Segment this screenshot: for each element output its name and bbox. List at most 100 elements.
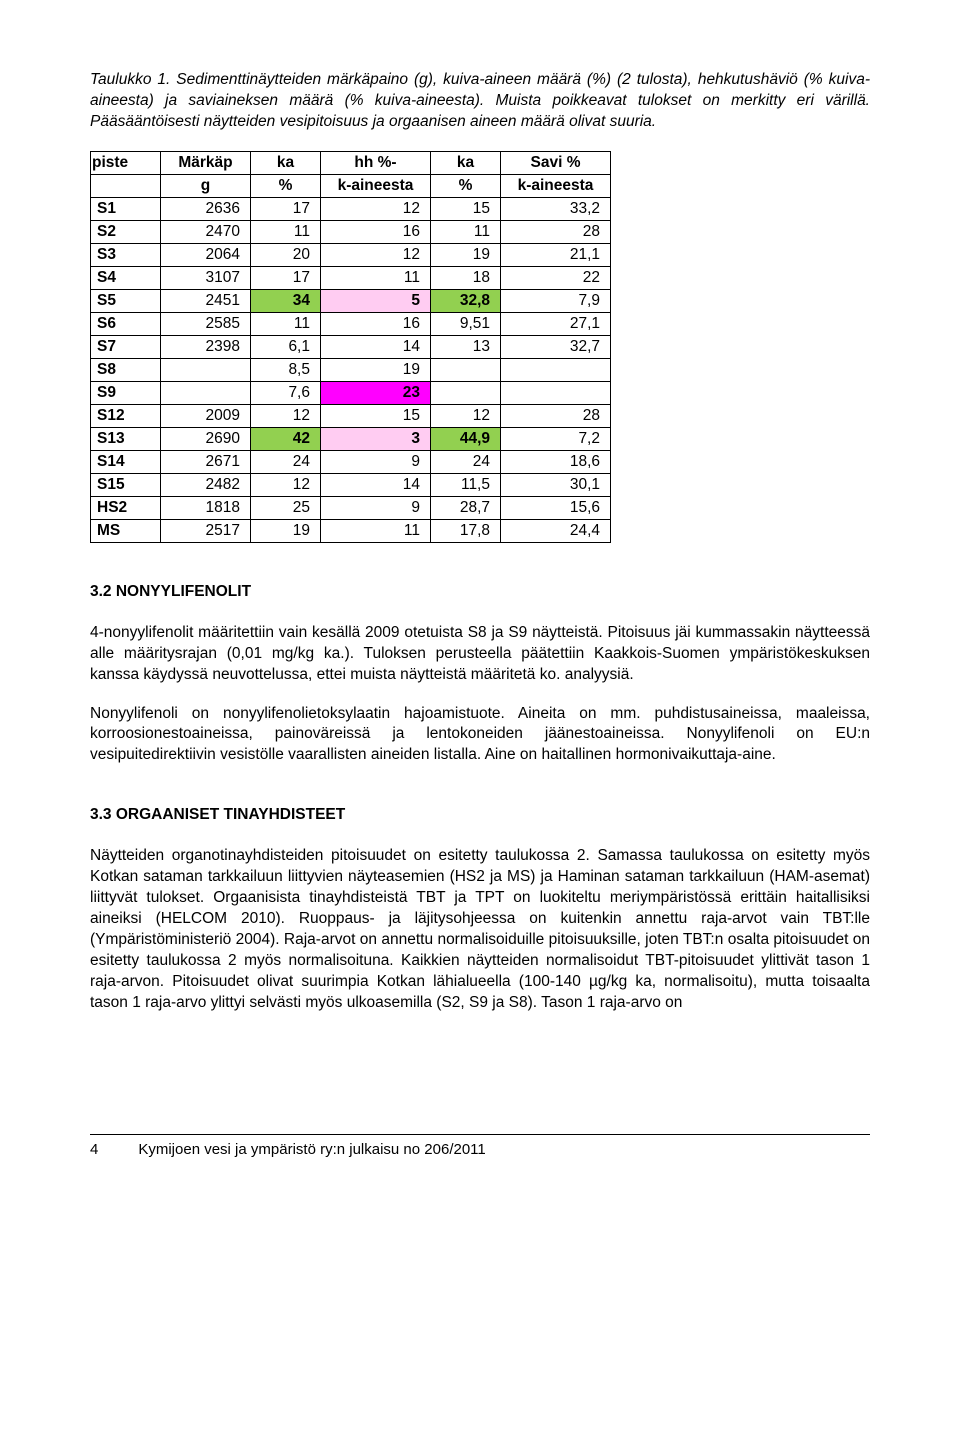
section-3-2-p1: 4-nonyylifenolit määritettiin vain kesäl… [90, 623, 870, 686]
table-cell: 11 [251, 312, 321, 335]
table-cell: S4 [91, 266, 161, 289]
table-cell: S3 [91, 243, 161, 266]
table-cell: 44,9 [431, 427, 501, 450]
page-footer: 4 Kymijoen vesi ja ympäristö ry:n julkai… [90, 1134, 870, 1158]
document-page: Taulukko 1. Sedimenttinäytteiden märkäpa… [0, 0, 960, 1208]
table-cell: 9 [321, 496, 431, 519]
table-cell: 2585 [161, 312, 251, 335]
table-row: S88,519 [91, 358, 611, 381]
table-cell: S12 [91, 404, 161, 427]
table-cell: 17 [251, 197, 321, 220]
table-cell: 17,8 [431, 519, 501, 542]
table-cell: 9,51 [431, 312, 501, 335]
table-cell: 14 [321, 473, 431, 496]
table-row: HS2181825928,715,6 [91, 496, 611, 519]
section-3-3-p1: Näytteiden organotinayhdisteiden pitoisu… [90, 846, 870, 1013]
table-cell: 8,5 [251, 358, 321, 381]
table-cell: 12 [431, 404, 501, 427]
table-cell: 2398 [161, 335, 251, 358]
table-header-bottom: g [161, 174, 251, 197]
section-3-2-title: 3.2 NONYYLIFENOLIT [90, 583, 870, 601]
table-cell: S13 [91, 427, 161, 450]
table-cell: 2517 [161, 519, 251, 542]
table-cell: 20 [251, 243, 321, 266]
section-3-3-title: 3.3 ORGAANISET TINAYHDISTEET [90, 806, 870, 824]
table-cell: 17 [251, 266, 321, 289]
table-cell: 27,1 [501, 312, 611, 335]
table-cell: 2064 [161, 243, 251, 266]
table-header-top: Savi % [501, 151, 611, 174]
table-cell: 23 [321, 381, 431, 404]
table-cell: 25 [251, 496, 321, 519]
table-row: S97,623 [91, 381, 611, 404]
table-row: S723986,1141332,7 [91, 335, 611, 358]
table-cell [501, 381, 611, 404]
table-cell [501, 358, 611, 381]
table-cell: 3 [321, 427, 431, 450]
table-cell: 11 [431, 220, 501, 243]
table-cell: 13 [431, 335, 501, 358]
table-cell: 2671 [161, 450, 251, 473]
table-header-top: ka [251, 151, 321, 174]
table-cell: 34 [251, 289, 321, 312]
table-cell: 2470 [161, 220, 251, 243]
table-cell: 32,8 [431, 289, 501, 312]
table-row: S4310717111822 [91, 266, 611, 289]
table-cell: 11 [321, 266, 431, 289]
table-cell: S14 [91, 450, 161, 473]
table-cell: 19 [321, 358, 431, 381]
table-cell: 12 [321, 197, 431, 220]
table-row: S1263617121533,2 [91, 197, 611, 220]
table-cell: S1 [91, 197, 161, 220]
caption-line-1: Taulukko 1. Sedimenttinäytteiden märkäpa… [90, 71, 870, 109]
table-cell: 16 [321, 220, 431, 243]
table-cell: 18,6 [501, 450, 611, 473]
table-cell: 12 [251, 404, 321, 427]
table-cell: 22 [501, 266, 611, 289]
table-cell: 11 [251, 220, 321, 243]
table-cell: 33,2 [501, 197, 611, 220]
table-row: S13269042344,97,2 [91, 427, 611, 450]
table-row: S3206420121921,1 [91, 243, 611, 266]
table-header-top: ka [431, 151, 501, 174]
table-cell: MS [91, 519, 161, 542]
table-row: S12200912151228 [91, 404, 611, 427]
table-header-bottom: k-aineesta [501, 174, 611, 197]
table-header-bottom: % [431, 174, 501, 197]
table-row: S6258511169,5127,1 [91, 312, 611, 335]
table-cell: S5 [91, 289, 161, 312]
table-cell: 12 [321, 243, 431, 266]
caption-line-2: Pääsääntöisesti näytteiden vesipitoisuus… [90, 113, 656, 130]
table-header-bottom: k-aineesta [321, 174, 431, 197]
table-cell: 15 [431, 197, 501, 220]
table-header-bottom: % [251, 174, 321, 197]
table-cell: 2636 [161, 197, 251, 220]
table-cell [161, 381, 251, 404]
table-cell: 1818 [161, 496, 251, 519]
table-header-top: piste [91, 151, 161, 174]
table-row: S1426712492418,6 [91, 450, 611, 473]
table-cell: S15 [91, 473, 161, 496]
footer-text: Kymijoen vesi ja ympäristö ry:n julkaisu… [138, 1141, 485, 1158]
table-cell: 11 [321, 519, 431, 542]
table-cell: 24,4 [501, 519, 611, 542]
table-cell: 12 [251, 473, 321, 496]
table-cell: 2690 [161, 427, 251, 450]
table-row: MS2517191117,824,4 [91, 519, 611, 542]
table-cell: 28 [501, 220, 611, 243]
table-cell: 2482 [161, 473, 251, 496]
table-cell: 24 [251, 450, 321, 473]
table-cell: 42 [251, 427, 321, 450]
table-cell: 9 [321, 450, 431, 473]
table-header-top: hh %- [321, 151, 431, 174]
table-cell: 6,1 [251, 335, 321, 358]
table-cell: S2 [91, 220, 161, 243]
table-cell: HS2 [91, 496, 161, 519]
table-cell: 7,2 [501, 427, 611, 450]
table-header-bottom [91, 174, 161, 197]
table-row: S152482121411,530,1 [91, 473, 611, 496]
table-cell: 24 [431, 450, 501, 473]
table-cell: 18 [431, 266, 501, 289]
section-3-2-p2: Nonyylifenoli on nonyylifenolietoksylaat… [90, 704, 870, 767]
table-cell: 15,6 [501, 496, 611, 519]
